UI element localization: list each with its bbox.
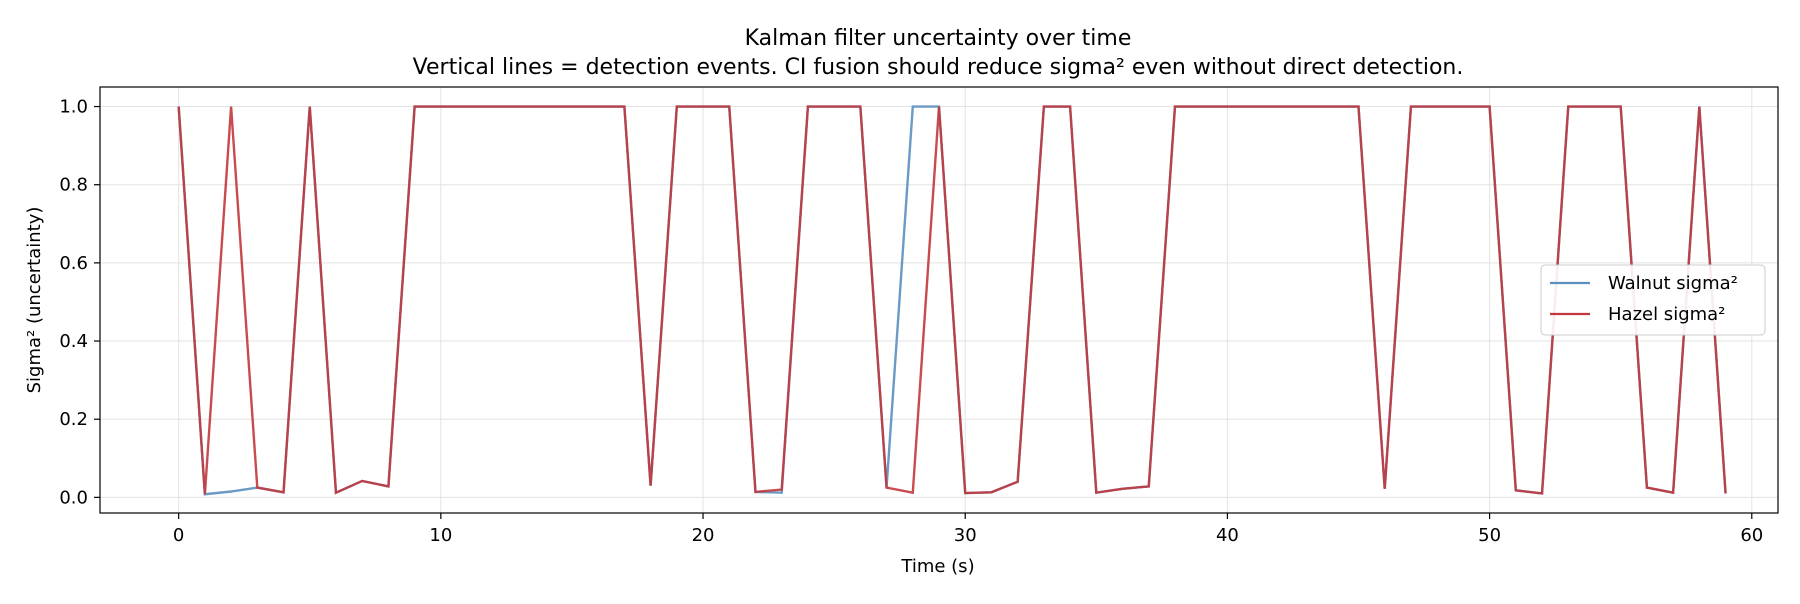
y-axis-label: Sigma² (uncertainty) — [24, 207, 45, 394]
y-tick-label: 1.0 — [59, 97, 88, 118]
x-axis-label: Time (s) — [900, 556, 974, 577]
legend-label-hazel: Hazel sigma² — [1608, 304, 1725, 325]
series-layer — [177, 105, 1727, 496]
grid-layer — [100, 87, 1778, 513]
series-line-hazel — [177, 105, 1727, 495]
chart-title: Kalman filter uncertainty over time — [745, 26, 1132, 51]
tick-layer: 0 10 20 30 40 50 60 0.0 0.2 0.4 0.6 0.8 1.0 — [59, 97, 1763, 546]
legend-label-walnut: Walnut sigma² — [1608, 273, 1738, 294]
x-tick-label: 40 — [1216, 525, 1239, 546]
legend: Walnut sigma² Hazel sigma² — [1540, 264, 1766, 336]
x-tick-label: 30 — [954, 525, 977, 546]
y-tick-label: 0.2 — [59, 409, 88, 430]
legend-box — [1540, 264, 1766, 336]
x-tick-label: 0 — [173, 525, 184, 546]
y-tick-label: 0.4 — [59, 331, 88, 352]
y-tick-label: 0.6 — [59, 253, 88, 274]
x-tick-label: 20 — [692, 525, 715, 546]
plot-frame — [99, 86, 1779, 514]
x-tick-label: 50 — [1478, 525, 1501, 546]
y-tick-label: 0.8 — [59, 175, 88, 196]
x-tick-label: 60 — [1740, 525, 1763, 546]
chart-subtitle: Vertical lines = detection events. CI fu… — [413, 55, 1464, 80]
y-tick-label: 0.0 — [59, 487, 88, 508]
x-tick-label: 10 — [429, 525, 452, 546]
